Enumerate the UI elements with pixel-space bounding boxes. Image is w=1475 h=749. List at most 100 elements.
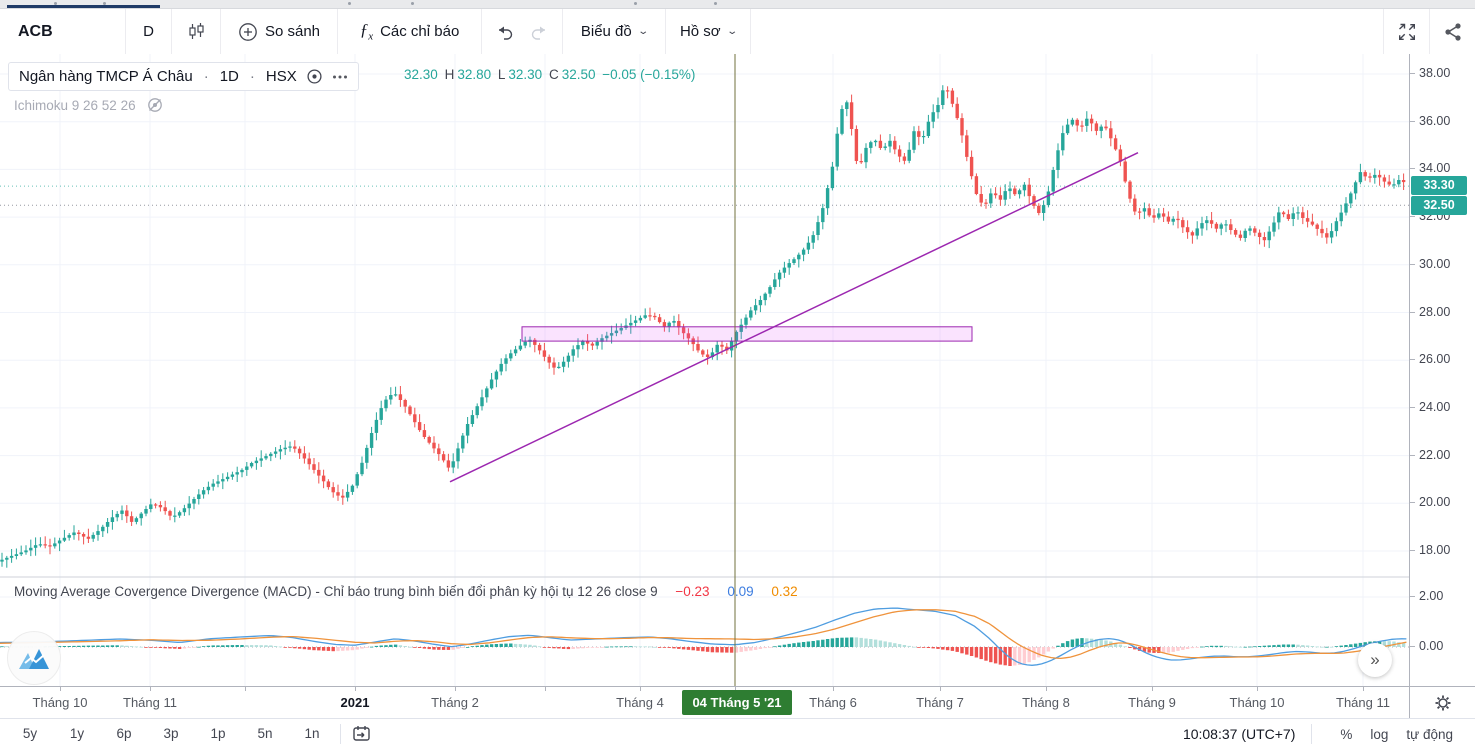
chart-menu-button[interactable]: Biểu đồ ⌄ (563, 9, 665, 54)
time-axis-tick (60, 687, 61, 691)
toolbar-separator (481, 9, 482, 54)
double-chevron-right-icon: » (1370, 650, 1380, 669)
clock-readout: 10:08:37 (UTC+7) (1182, 726, 1296, 742)
toolbar-separator (171, 9, 172, 54)
history-buttons (482, 9, 562, 54)
chevron-down-icon: ⌄ (725, 26, 738, 37)
candlestick-and-macd-plot[interactable] (0, 54, 1410, 686)
undo-icon[interactable] (496, 24, 514, 40)
time-axis-tick (1152, 687, 1153, 691)
bottom-separator (1311, 724, 1313, 744)
gear-icon (1435, 695, 1450, 710)
close-value: 32.50 (561, 67, 596, 82)
chart-menu-label: Biểu đồ (580, 23, 632, 40)
time-axis-tick (940, 687, 941, 691)
compare-label: So sánh (264, 23, 321, 40)
indicators-button[interactable]: ƒx Các chỉ báo (338, 9, 481, 54)
visibility-eye-icon[interactable] (306, 68, 323, 85)
macd-title: Moving Average Covergence Divergence (MA… (14, 584, 658, 599)
price-tick-label: 24.00 (1410, 400, 1475, 414)
price-tick-label: 30.00 (1410, 257, 1475, 271)
profile-menu-label: Hồ sơ (679, 23, 721, 40)
open-value: 32.30 (404, 67, 438, 82)
indicator-row-ichimoku[interactable]: Ichimoku 9 26 52 26 (14, 96, 164, 114)
time-axis-tick (245, 687, 246, 691)
time-axis-tick (545, 687, 546, 691)
fullscreen-button[interactable] (1384, 9, 1429, 54)
time-axis-tick (1257, 687, 1258, 691)
time-axis-tick (150, 687, 151, 691)
percent-scale-button[interactable]: % (1340, 726, 1353, 742)
log-scale-button[interactable]: log (1370, 726, 1389, 742)
range-button-5y[interactable]: 5y (22, 726, 38, 741)
macd-line-value: 0.09 (727, 584, 754, 599)
auto-scale-button[interactable]: tự động (1406, 726, 1453, 742)
legend-exchange: HSX (265, 68, 297, 85)
macd-histogram-value: −0.23 (675, 584, 710, 599)
chart-style-button[interactable] (172, 9, 220, 54)
price-tick-label: 22.00 (1410, 448, 1475, 462)
price-tick-label: 38.00 (1410, 66, 1475, 80)
range-button-3p[interactable]: 3p (163, 726, 179, 741)
low-label: L (497, 67, 506, 82)
tab-strip-dot (714, 2, 717, 5)
share-button[interactable] (1430, 9, 1475, 54)
time-axis-label: Tháng 11 (123, 695, 177, 710)
compare-button[interactable]: So sánh (221, 9, 337, 54)
price-axis[interactable]: 38.00 36.00 34.00 32.00 30.00 28.00 26.00 24.00… (1409, 54, 1475, 686)
symbol-legend[interactable]: Ngân hàng TMCP Á Châu · 1D · HSX (8, 62, 359, 91)
time-axis[interactable]: Tháng 10 Tháng 11 2021 Tháng 2 Tháng 4 Tháng … (0, 686, 1475, 718)
close-label: C (548, 67, 559, 82)
legend-symbol-name: Ngân hàng TMCP Á Châu (19, 68, 193, 85)
expand-pane-button[interactable]: » (1358, 643, 1392, 677)
eye-hidden-icon[interactable] (146, 96, 164, 114)
ichimoku-label: Ichimoku 9 26 52 26 (14, 97, 136, 113)
ohlc-readout: 32.30 H 32.80 L 32.30 C 32.50 −0.05 (−0.15%… (404, 67, 698, 82)
range-button-5n[interactable]: 5n (257, 726, 273, 741)
browser-tab-strip (0, 0, 1475, 9)
axis-settings-cell[interactable] (1409, 687, 1475, 718)
time-axis-label: Tháng 8 (1022, 695, 1070, 710)
interval-button[interactable]: D (143, 23, 154, 40)
legend-interval: 1D (219, 68, 239, 85)
tab-strip-dot (411, 2, 414, 5)
more-options-icon[interactable] (332, 74, 348, 80)
high-value: 32.80 (457, 67, 492, 82)
crosshair-date-badge: 04 Tháng 5 '21 (682, 690, 792, 715)
tab-strip-dot (634, 2, 637, 5)
high-label: H (444, 67, 455, 82)
time-axis-label: Tháng 11 (1336, 695, 1390, 710)
time-axis-label: Tháng 4 (616, 695, 664, 710)
time-axis-tick (735, 687, 736, 691)
time-axis-label: Tháng 6 (809, 695, 857, 710)
chevron-down-icon: ⌄ (637, 26, 649, 37)
range-button-1p[interactable]: 1p (210, 726, 226, 741)
platform-logo (7, 631, 61, 685)
low-value: 32.30 (508, 67, 543, 82)
range-button-6p[interactable]: 6p (116, 726, 132, 741)
go-to-date-icon[interactable] (351, 724, 373, 744)
price-tick-label: 34.00 (1410, 161, 1475, 175)
last-price-badge: 33.30 (1411, 176, 1467, 195)
toolbar-separator (1429, 9, 1430, 54)
time-axis-label: Tháng 10 (32, 695, 88, 710)
toolbar-separator (562, 9, 563, 54)
time-axis-tick (640, 687, 641, 691)
legend-separator: · (203, 68, 209, 85)
price-tick-label: 20.00 (1410, 495, 1475, 509)
time-axis-label: 2021 (340, 695, 370, 710)
toolbar-separator (665, 9, 666, 54)
price-tick-label: 28.00 (1410, 305, 1475, 319)
time-axis-label: Tháng 10 (1229, 695, 1285, 710)
change-value: −0.05 (−0.15%) (602, 67, 696, 82)
candlestick-style-icon (187, 22, 206, 41)
active-tab-underline (7, 5, 160, 8)
macd-header[interactable]: Moving Average Covergence Divergence (MA… (14, 584, 798, 599)
profile-menu-button[interactable]: Hồ sơ ⌄ (666, 9, 750, 54)
symbol-button[interactable]: ACB (18, 22, 53, 40)
macd-tick-label: 2.00 (1410, 589, 1475, 603)
range-button-1n[interactable]: 1n (304, 726, 320, 741)
time-axis-tick (1046, 687, 1047, 691)
redo-icon[interactable] (530, 24, 548, 40)
range-button-1y[interactable]: 1y (69, 726, 85, 741)
